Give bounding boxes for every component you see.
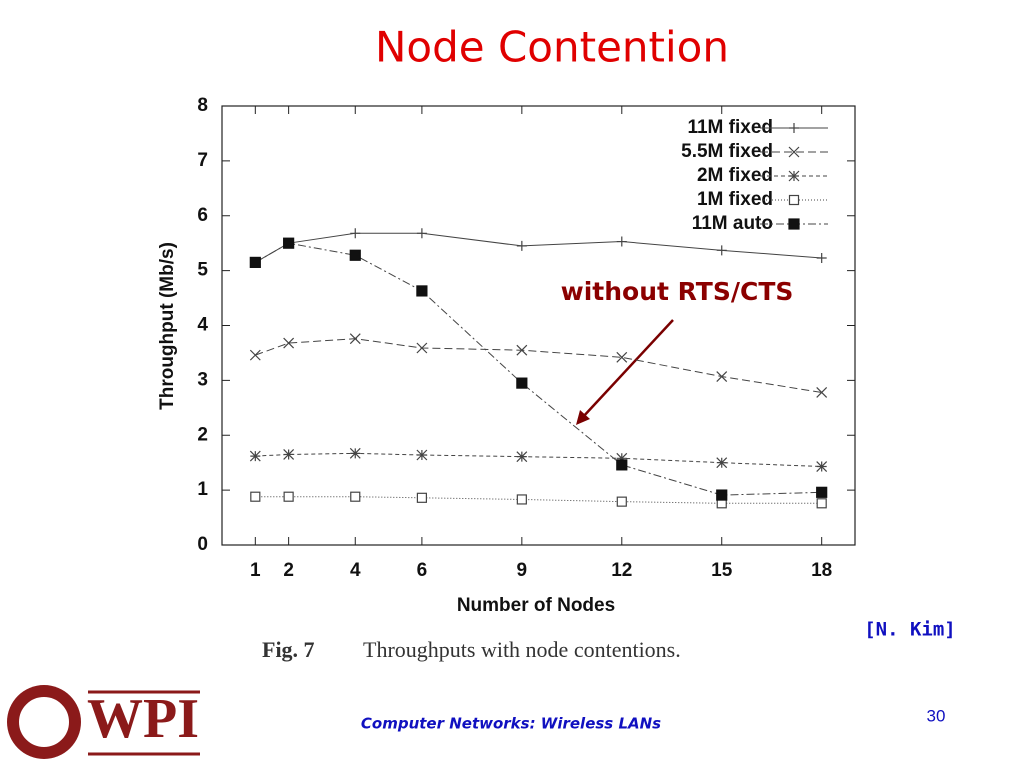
series-line [255,338,822,393]
point [816,387,828,398]
x-tick-label: 12 [611,560,632,581]
footer: Computer Networks: Wireless LANs [361,715,661,733]
x-tick-label: 9 [517,560,528,581]
legend-marker [789,123,799,133]
point [249,349,261,361]
series-line [255,232,822,263]
x-tick-label: 4 [350,560,361,581]
slide-title: Node Contention [375,23,729,72]
y-tick-label: 3 [197,369,208,390]
point [616,452,628,464]
point [416,228,427,239]
point [283,491,294,502]
point [283,449,295,460]
legend-label: 1M fixed [697,189,773,210]
legend-label: 11M fixed [687,117,773,138]
point [516,494,527,505]
point [616,351,628,363]
y-tick-label: 0 [197,534,208,555]
caption-text: Throughputs with node contentions. [363,637,681,662]
point [516,240,527,251]
x-tick-label: 1 [250,560,261,581]
point [349,333,361,345]
point [350,228,361,239]
x-tick-label: 15 [711,560,733,581]
point [250,491,261,502]
legend-marker [788,170,800,182]
point [716,371,728,382]
point [249,450,261,462]
point [416,449,428,461]
point [283,337,295,349]
y-tick-label: 5 [197,260,208,281]
point [516,377,528,389]
point [349,249,361,261]
legend-marker [788,218,800,230]
point [350,491,361,502]
legend-marker [788,194,800,206]
citation: [N. Kim] [864,619,956,641]
legend-marker [788,146,800,158]
point [716,457,728,469]
page-number: 30 [927,706,946,725]
point [516,451,528,463]
x-tick-label: 18 [811,560,832,581]
x-tick-label: 6 [417,560,428,581]
x-axis-label: Number of Nodes [457,595,615,616]
point [416,285,428,297]
point [616,496,627,507]
arrow-head [576,410,590,425]
point [616,236,627,247]
series-line [255,496,822,504]
point [516,344,528,356]
y-tick-label: 4 [197,315,208,336]
y-axis-label: Throughput (Mb/s) [157,242,178,410]
x-tick-label: 2 [283,560,294,581]
annotation: without RTS/CTS [561,277,794,306]
legend-label: 2M fixed [697,165,773,186]
point [249,256,261,268]
point [416,492,427,503]
y-tick-label: 7 [197,150,208,171]
logo-text: WPI [87,688,199,750]
annotation-arrow [581,319,674,419]
legend-label: 11M auto [692,213,773,234]
point [283,237,295,249]
point [716,489,728,501]
point [816,253,827,264]
series-line [255,452,822,468]
point [349,447,361,459]
point [816,498,827,509]
point [816,461,828,472]
y-tick-label: 2 [197,424,208,445]
point [716,245,727,256]
legend-label: 5.5M fixed [681,141,773,162]
point [616,459,628,471]
series-line [255,242,822,496]
y-tick-label: 6 [197,205,208,226]
point [416,342,428,354]
y-tick-label: 8 [197,95,208,116]
caption-label: Fig. 7 [262,637,315,662]
point [816,486,828,498]
y-tick-label: 1 [197,479,208,500]
logo-seal-inner [17,695,71,749]
